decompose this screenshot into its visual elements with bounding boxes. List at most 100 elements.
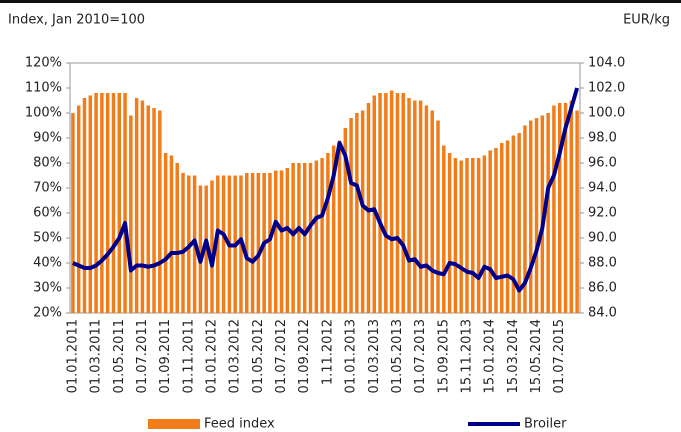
x-tick-label: 01.01.2012 [204,319,219,393]
bar [320,158,324,313]
y2-tick-label: 86.0 [588,281,617,296]
x-tick-label: 01.07.2011 [135,319,150,393]
x-tick-label: 01.09.2011 [158,319,173,393]
x-tick-label: 01.03.2012 [228,319,243,393]
y2-tick-label: 92.0 [588,206,617,221]
bar [302,163,307,313]
x-tick-label: 01.05.2012 [251,319,266,393]
x-tick-label: 01.03.2013 [367,319,382,393]
bar [343,128,348,313]
bar [557,103,562,313]
bar [134,98,139,313]
bar [465,158,469,313]
bar [169,155,174,313]
bar [250,173,255,313]
bar [413,100,417,313]
x-tick-label: 15.01.2014 [483,319,498,393]
y2-tick-label: 88.0 [588,256,617,271]
legend-label: Broiler [524,417,567,432]
bar [221,175,226,313]
bar [152,108,156,313]
bar [129,115,133,313]
x-tick-label: 1.11.2012 [320,319,335,385]
bar [88,95,93,313]
bar [575,110,579,313]
y-tick-label: 120% [25,56,62,71]
bar [331,145,336,313]
bar [245,173,249,313]
bar [117,93,121,313]
bar [94,93,98,313]
y2-tick-label: 100.0 [588,106,625,121]
bar [140,100,145,313]
x-tick-label: 01.05.2013 [390,319,405,393]
bar [471,158,475,313]
bar [378,93,382,313]
bar [372,95,376,313]
bar [198,185,203,313]
y2-tick-label: 96.0 [588,156,617,171]
bar [158,110,162,313]
bar [274,170,278,313]
bar [360,110,365,313]
bar [430,110,434,313]
bar [505,140,510,313]
x-tick-label: 15.03.2014 [506,319,521,393]
x-tick-label: 01.11.2011 [181,319,196,393]
bar [210,180,214,313]
bar [436,120,440,313]
line [72,87,580,293]
bar [395,93,400,313]
bar [216,175,220,313]
y-axis-label: Index, Jan 2010=100 [8,13,145,28]
bar [459,160,463,313]
bar [552,105,556,313]
bar [407,98,411,313]
bar [494,148,498,313]
bar [424,105,429,313]
bar [100,93,104,313]
y-tick-label: 60% [33,206,62,221]
bar [384,93,388,313]
y-tick-label: 40% [33,256,62,271]
y-tick-label: 30% [33,281,62,296]
bar [511,135,516,313]
bar [453,158,458,313]
bar [389,90,394,313]
bar [546,113,550,313]
y-tick-label: 90% [33,131,62,146]
y-tick-label: 100% [25,106,62,121]
bar [163,153,168,313]
bar [337,140,342,313]
x-tick-label: 01.07.2012 [274,319,289,393]
x-tick-label: 15.11.2013 [459,319,474,393]
bar [355,113,359,313]
bar [279,170,284,313]
y-tick-label: 110% [25,81,62,96]
bar [71,113,75,313]
bar [326,153,330,313]
bar [447,153,452,313]
y-tick-label: 50% [33,231,62,246]
bar [308,163,313,313]
bar [123,93,127,313]
bar [534,118,539,313]
y-tick-label: 20% [33,306,62,321]
bar [181,173,185,313]
x-tick-label: 15.05.2014 [529,319,544,393]
bar [418,100,423,313]
x-tick-label: 01.05.2011 [112,319,127,393]
x-tick-label: 01.09.2012 [297,319,312,393]
y2-tick-label: 94.0 [588,181,617,196]
bar [82,98,87,313]
bar [517,133,521,313]
bar [314,160,319,313]
y-tick-label: 70% [33,181,62,196]
bar [529,120,533,313]
bar [268,173,272,313]
bar [476,158,481,313]
y2-tick-label: 102.0 [588,81,625,96]
x-tick-label: 01.07.2015 [552,319,567,393]
